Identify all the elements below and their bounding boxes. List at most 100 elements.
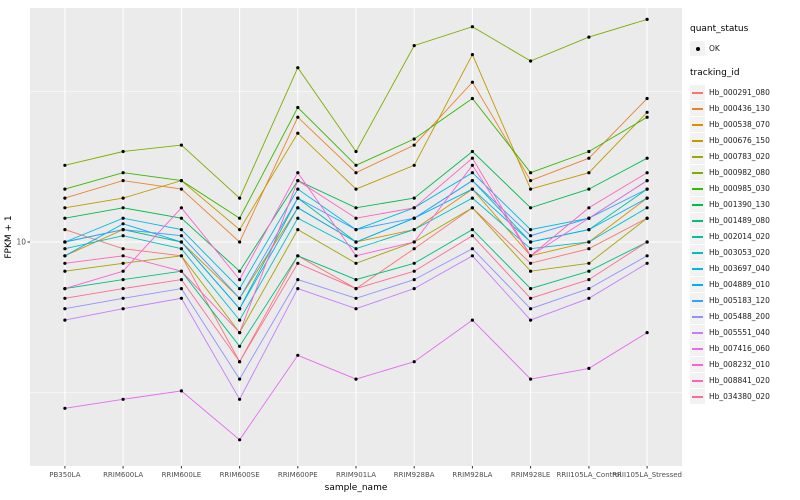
- data-point: [121, 228, 125, 232]
- legend-label: Hb_007416_060: [709, 344, 770, 353]
- data-point: [63, 254, 67, 258]
- data-point: [529, 179, 533, 183]
- data-point: [121, 206, 125, 210]
- data-point: [296, 228, 300, 232]
- x-tick-label: RRIM600LA: [103, 471, 143, 479]
- data-point: [121, 234, 125, 238]
- data-point: [121, 261, 125, 265]
- data-point: [354, 307, 358, 311]
- data-point: [238, 397, 242, 401]
- data-point: [238, 287, 242, 291]
- data-point: [529, 287, 533, 291]
- data-point: [412, 247, 416, 251]
- data-point: [121, 222, 125, 226]
- data-point: [529, 247, 533, 251]
- data-point: [121, 149, 125, 154]
- data-point: [529, 187, 533, 191]
- data-point: [238, 360, 242, 364]
- y-axis-title: FPKM + 1: [4, 215, 14, 258]
- data-point: [63, 228, 67, 232]
- legend-item: Hb_000538_070: [690, 117, 798, 132]
- series-line-swatch: [690, 341, 705, 356]
- data-point: [470, 171, 474, 175]
- legend-item-ok: OK: [690, 41, 798, 56]
- series-line-swatch: [690, 293, 705, 308]
- data-point: [63, 307, 67, 311]
- series-line-swatch: [690, 197, 705, 212]
- data-point: [529, 171, 533, 175]
- legend-item: Hb_005488_200: [690, 309, 798, 324]
- data-point: [63, 206, 67, 210]
- plot-svg: 10 PB350LA RRIM600LA RRIM600LE RRIM600SE RRIM…: [4, 8, 682, 493]
- data-point: [412, 206, 416, 210]
- legend-label: Hb_004889_010: [709, 280, 770, 289]
- series-line-swatch: [690, 133, 705, 148]
- data-point: [179, 240, 183, 244]
- legend-label: Hb_000982_080: [709, 168, 770, 177]
- data-point: [645, 254, 649, 258]
- data-point: [412, 360, 416, 364]
- legend-item: Hb_000436_130: [690, 101, 798, 116]
- data-point: [179, 228, 183, 232]
- x-tick-label: RRIM928BA: [394, 471, 435, 479]
- data-point: [121, 287, 125, 291]
- data-point: [296, 187, 300, 191]
- data-point: [179, 206, 183, 210]
- data-point: [470, 196, 474, 200]
- series-line-swatch: [690, 85, 705, 100]
- data-point: [470, 228, 474, 232]
- data-point: [470, 96, 474, 101]
- data-point: [238, 344, 242, 348]
- data-point: [296, 66, 300, 70]
- series-line-swatch: [690, 277, 705, 292]
- data-point: [238, 278, 242, 282]
- x-tick-label: RRIM600PE: [278, 471, 318, 479]
- data-point: [470, 234, 474, 238]
- data-point: [63, 216, 67, 220]
- data-point: [179, 187, 183, 191]
- data-point: [587, 156, 591, 160]
- data-point: [470, 179, 474, 183]
- data-point: [179, 234, 183, 238]
- data-point: [354, 228, 358, 232]
- legend-item: Hb_001489_080: [690, 213, 798, 228]
- legend-item: Hb_034380_020: [690, 389, 798, 404]
- data-point: [354, 216, 358, 220]
- series-line-swatch: [690, 261, 705, 276]
- data-point: [63, 196, 67, 200]
- data-point: [470, 163, 474, 167]
- data-point: [529, 206, 533, 210]
- legend-label: Hb_008232_010: [709, 360, 770, 369]
- data-point: [587, 296, 591, 300]
- data-point: [645, 196, 649, 200]
- data-point: [354, 163, 358, 167]
- data-point: [296, 254, 300, 258]
- data-point: [645, 156, 649, 160]
- x-tick-label: RRIM901LA: [336, 471, 376, 479]
- data-point: [587, 278, 591, 282]
- data-point: [412, 287, 416, 291]
- legend-label: Hb_003697_040: [709, 264, 770, 273]
- data-point: [238, 438, 242, 442]
- data-point: [179, 143, 183, 147]
- data-point: [354, 296, 358, 300]
- legend-label: Hb_000783_020: [709, 152, 770, 161]
- data-point: [238, 269, 242, 273]
- data-point: [238, 240, 242, 244]
- data-point: [179, 179, 183, 183]
- data-point: [63, 187, 67, 191]
- x-axis-title: sample_name: [325, 483, 388, 493]
- data-point: [412, 163, 416, 167]
- data-point: [354, 261, 358, 265]
- data-point: [296, 131, 300, 135]
- data-point: [63, 247, 67, 251]
- legend-item: Hb_001390_130: [690, 197, 798, 212]
- data-point: [587, 287, 591, 291]
- data-point: [645, 206, 649, 210]
- data-point: [470, 156, 474, 160]
- data-point: [587, 216, 591, 220]
- data-point: [121, 254, 125, 258]
- tracking-legend-items: Hb_000291_080 Hb_000436_130 Hb_000538_070 H…: [690, 85, 798, 404]
- data-point: [63, 240, 67, 244]
